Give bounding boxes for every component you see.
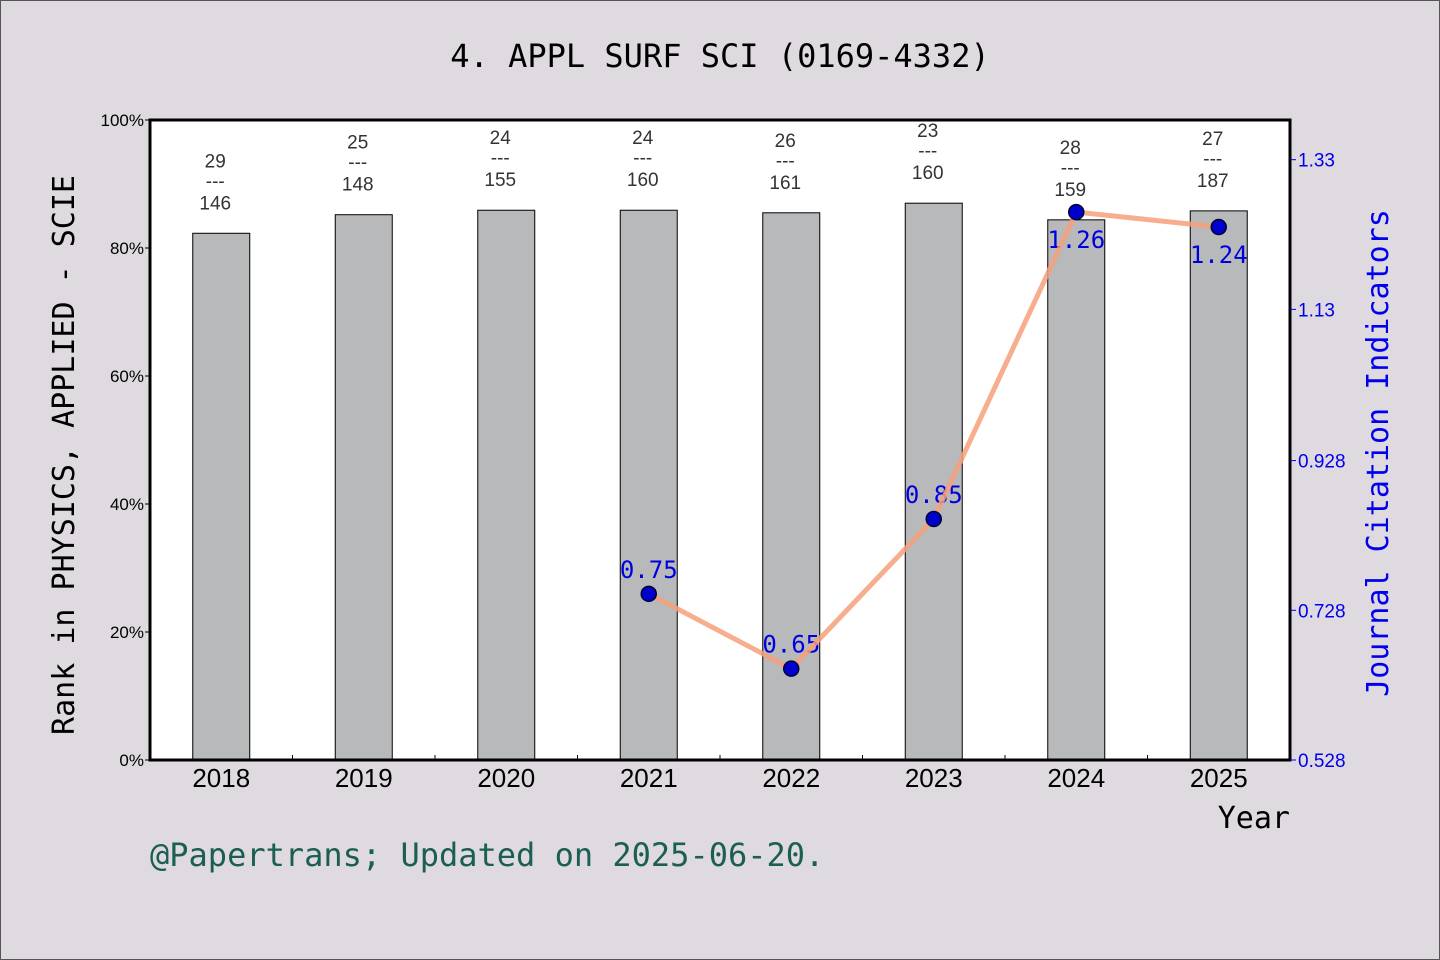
jci-data-label: 0.85 xyxy=(905,481,963,509)
y2-tick-label: 0.728 xyxy=(1298,601,1346,622)
x-tick-label: 2024 xyxy=(1047,763,1105,793)
y-axis-label: Rank in PHYSICS, APPLIED - SCIE xyxy=(47,175,82,735)
total-label: 187 xyxy=(1197,171,1229,192)
chart-title: 4. APPL SURF SCI (0169-4332) xyxy=(450,37,989,75)
y2-tick-label: 1.33 xyxy=(1298,151,1335,172)
y-tick-label: 20% xyxy=(110,623,144,642)
rank-label: 24 xyxy=(632,128,654,149)
y-tick-label: 100% xyxy=(101,111,144,130)
rank-label: 25 xyxy=(347,133,368,154)
bar-2025 xyxy=(1189,210,1248,761)
bar-2021 xyxy=(619,209,678,761)
jci-point-2023 xyxy=(925,510,942,528)
x-tick-label: 2020 xyxy=(477,763,535,793)
jci-point-2021 xyxy=(640,585,657,603)
total-label: 161 xyxy=(769,173,801,194)
separator-label: --- xyxy=(491,148,510,169)
total-label: 148 xyxy=(342,175,374,196)
total-label: 159 xyxy=(1054,180,1086,201)
rank-label: 23 xyxy=(917,121,938,142)
bar-2024 xyxy=(1047,219,1106,761)
jci-data-label: 0.75 xyxy=(620,556,678,584)
separator-label: --- xyxy=(776,151,795,172)
y-tick-label: 60% xyxy=(110,367,144,386)
rank-label: 26 xyxy=(775,131,796,152)
rank-label: 27 xyxy=(1202,129,1223,150)
footer-credit: @Papertrans; Updated on 2025-06-20. xyxy=(150,836,824,874)
total-label: 146 xyxy=(199,193,231,214)
bar-2022 xyxy=(762,212,821,761)
y2-tick-label: 1.13 xyxy=(1298,300,1335,321)
x-axis-label: Year xyxy=(1218,801,1290,836)
jci-data-label: 0.65 xyxy=(762,631,820,659)
bar-2018 xyxy=(192,232,251,761)
y-tick-label: 80% xyxy=(110,239,144,258)
y-tick-label: 40% xyxy=(110,495,144,514)
bar-2019 xyxy=(334,214,393,761)
x-tick-label: 2018 xyxy=(192,763,250,793)
jci-point-2024 xyxy=(1068,203,1085,221)
separator-label: --- xyxy=(1061,158,1080,179)
x-tick-label: 2025 xyxy=(1190,763,1248,793)
y2-axis-label: Journal Citation Indicators xyxy=(1361,209,1396,697)
y2-tick-label: 0.928 xyxy=(1298,452,1346,473)
jci-data-label: 1.24 xyxy=(1190,241,1248,269)
total-label: 160 xyxy=(627,170,659,191)
rank-label: 29 xyxy=(205,151,226,172)
x-tick-label: 2022 xyxy=(762,763,820,793)
total-label: 160 xyxy=(912,163,944,184)
total-label: 155 xyxy=(484,170,516,191)
y-tick-label: 0% xyxy=(119,751,144,770)
rank-label: 28 xyxy=(1060,138,1081,159)
rank-label: 24 xyxy=(490,128,512,149)
separator-label: --- xyxy=(633,148,652,169)
jci-point-2025 xyxy=(1210,218,1227,236)
x-tick-label: 2021 xyxy=(620,763,678,793)
jci-point-2022 xyxy=(783,660,800,677)
x-tick-label: 2023 xyxy=(905,763,963,793)
separator-label: --- xyxy=(348,153,367,174)
separator-label: --- xyxy=(918,141,937,162)
bar-2020 xyxy=(477,209,536,761)
separator-label: --- xyxy=(206,171,225,192)
y2-tick-label: 0.528 xyxy=(1298,751,1346,772)
separator-label: --- xyxy=(1203,149,1222,170)
x-tick-label: 2019 xyxy=(335,763,393,793)
